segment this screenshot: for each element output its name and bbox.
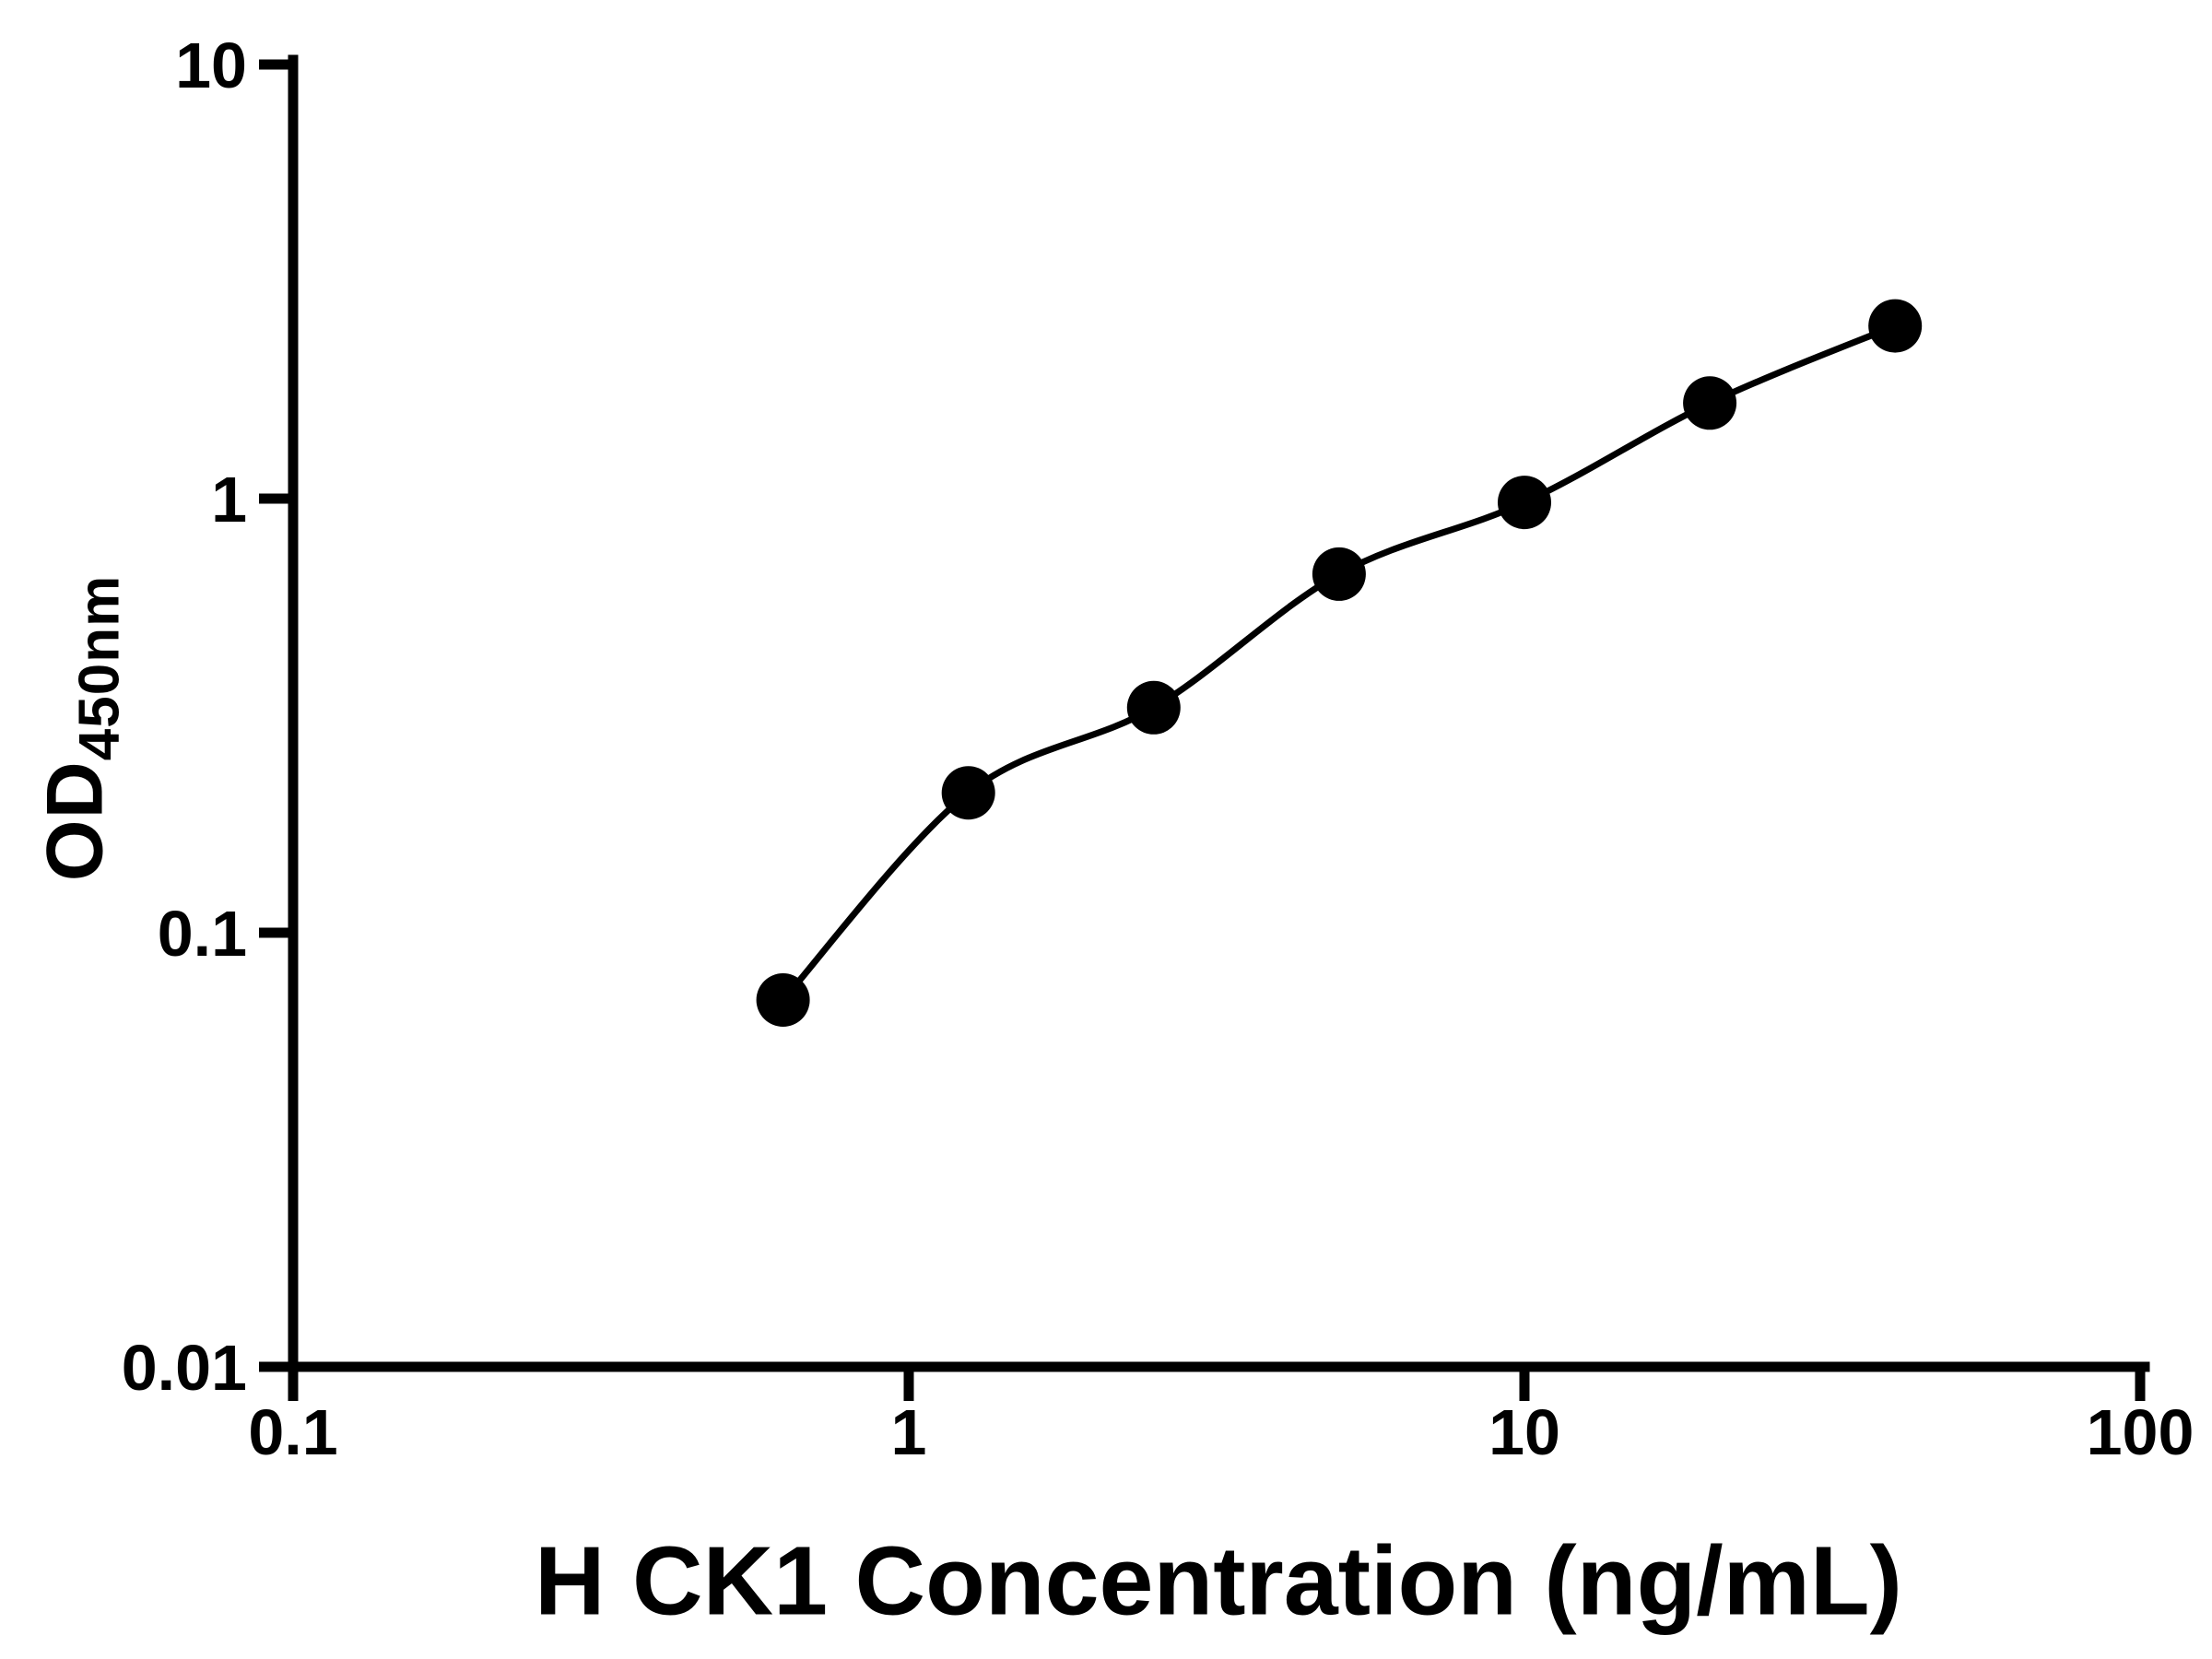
y-tick-label: 10	[175, 29, 247, 101]
fit-curve	[780, 323, 1897, 1003]
y-tick-label: 0.01	[122, 1332, 247, 1404]
data-point	[941, 766, 995, 820]
x-tick-label: 10	[1488, 1396, 1560, 1468]
y-axis-title-subscript: 450nm	[67, 574, 132, 761]
y-tick-label: 1	[211, 464, 247, 535]
data-point	[1126, 680, 1181, 735]
x-axis-title: H CK1 Concentration (ng/mL)	[535, 1526, 1902, 1636]
data-point	[1312, 547, 1366, 601]
y-axis-title: OD450nm	[29, 575, 132, 881]
y-axis-title-main: OD	[30, 760, 120, 882]
data-point	[1868, 299, 1923, 353]
y-tick-label: 0.1	[158, 898, 247, 970]
x-tick-label: 100	[2087, 1396, 2194, 1468]
x-tick-label: 1	[891, 1396, 927, 1468]
x-tick-label: 0.1	[248, 1396, 337, 1468]
data-point	[756, 973, 810, 1027]
data-point	[1683, 376, 1737, 430]
data-point	[1498, 476, 1551, 530]
